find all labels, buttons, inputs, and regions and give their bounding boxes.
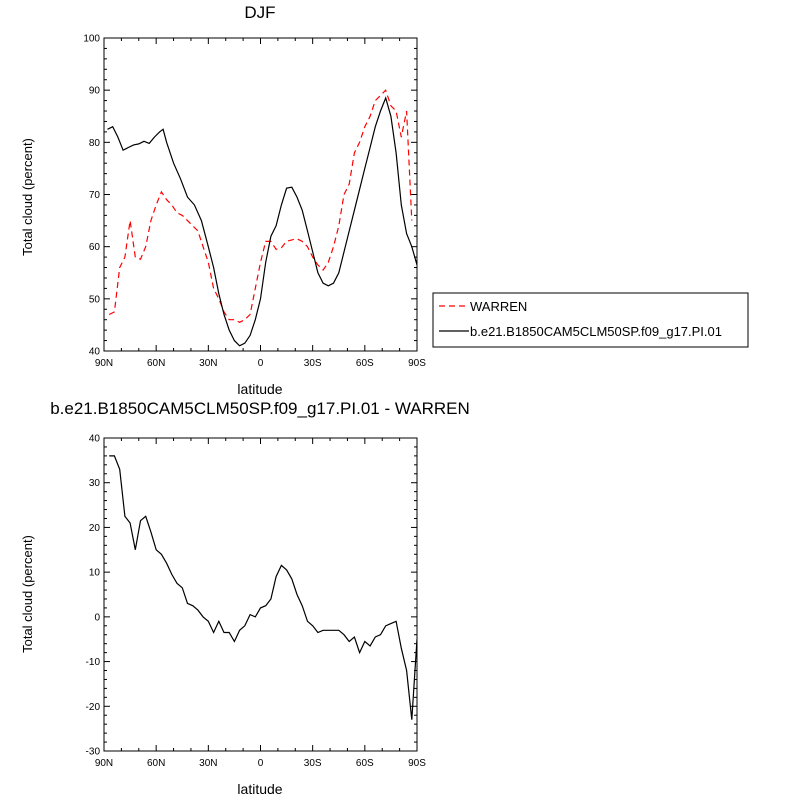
bottom-chart-ytick-label: 0 (94, 612, 100, 623)
bottom-chart-ytick-label: -30 (86, 747, 101, 758)
bottom-chart-ytick-label: -10 (86, 657, 101, 668)
top-chart-ytick-label: 70 (89, 190, 101, 201)
top-chart-ytick-label: 90 (89, 86, 101, 97)
bottom-chart-ytick-label: -20 (86, 702, 101, 713)
bottom-chart-ytick-label: 10 (89, 568, 101, 579)
legend: WARREN b.e21.B1850CAM5CLM50SP.f09_g17.PI… (432, 292, 749, 348)
top-chart-plot-area: 90N 60N 30N 0 30S 60S 90S 40 50 60 70 80 90 100 (83, 34, 426, 370)
top-chart-xtick-label: 30S (304, 358, 322, 369)
legend-label-model: b.e21.B1850CAM5CLM50SP.f09_g17.PI.01 (470, 324, 722, 339)
bottom-chart-xtick-label: 60S (356, 758, 374, 769)
bottom-chart-ytick-label: 20 (89, 523, 101, 534)
top-chart-xtick-label: 90N (95, 358, 113, 369)
top-chart-xtick-label: 30N (199, 358, 217, 369)
top-chart-title: DJF (244, 3, 275, 22)
legend-box (432, 292, 749, 348)
bottom-chart-title: b.e21.B1850CAM5CLM50SP.f09_g17.PI.01 - W… (50, 399, 470, 418)
bottom-y-axis-label: Total cloud (percent) (20, 535, 35, 653)
bottom-chart-xtick-label: 30N (199, 758, 217, 769)
top-chart-ytick-label: 40 (89, 347, 101, 358)
top-chart-ytick-label: 100 (83, 34, 100, 45)
top-chart-ytick-label: 50 (89, 294, 101, 305)
top-chart-xtick-label: 90S (408, 358, 426, 369)
top-chart-series-1-line (107, 96, 417, 347)
bottom-chart-xtick-label: 90S (408, 758, 426, 769)
top-x-axis-label: latitude (237, 381, 282, 397)
bottom-chart-ytick-label: 30 (89, 478, 101, 489)
bottom-chart-panel: 90N 60N 30N 0 30S 60S 90S -30 -20 -10 0 10 20 30 40 To… (20, 434, 426, 798)
bottom-chart-xtick-label: 0 (258, 758, 264, 769)
bottom-chart-ytick-label: 40 (89, 434, 101, 445)
top-chart-xtick-label: 60N (147, 358, 165, 369)
top-chart-xtick-label: 0 (258, 358, 264, 369)
top-chart-ytick-label: 80 (89, 138, 101, 149)
top-chart-series-0-line (108, 89, 413, 323)
bottom-x-axis-label: latitude (237, 781, 282, 797)
bottom-chart-frame (103, 437, 418, 752)
top-chart-frame (103, 37, 418, 352)
bottom-chart-plot-area: 90N 60N 30N 0 30S 60S 90S -30 -20 -10 0 10 20 30 40 (86, 434, 427, 770)
top-y-axis-label: Total cloud (percent) (20, 138, 35, 256)
bottom-chart-xtick-label: 60N (147, 758, 165, 769)
bottom-chart-xtick-label: 30S (304, 758, 322, 769)
legend-label-warren: WARREN (470, 299, 527, 314)
top-chart-xtick-label: 60S (356, 358, 374, 369)
bottom-chart-xtick-label: 90N (95, 758, 113, 769)
top-chart-ytick-label: 60 (89, 242, 101, 253)
top-chart-panel: 90N 60N 30N 0 30S 60S 90S 40 50 60 70 80 90 100 Total… (20, 34, 426, 398)
bottom-chart-series-0-line (109, 455, 417, 720)
